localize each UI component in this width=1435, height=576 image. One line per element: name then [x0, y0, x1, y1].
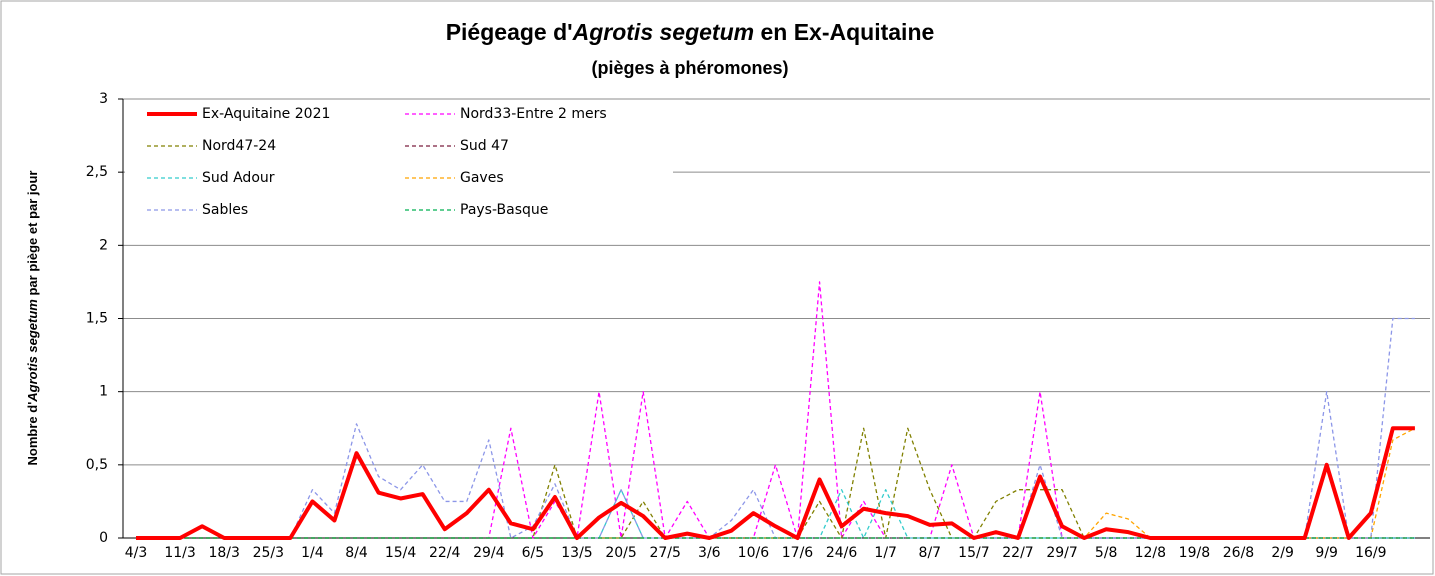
ylabel-part: Nombre d': [25, 402, 40, 466]
legend-label: Gaves: [460, 170, 504, 186]
x-tick-label: 1/7: [874, 545, 897, 561]
x-tick-label: 17/6: [782, 545, 814, 561]
x-tick-label: 26/8: [1223, 545, 1254, 561]
x-tick-label: 15/7: [958, 545, 989, 561]
ylabel-part: Agrotis segetum: [25, 299, 40, 403]
x-tick-label: 22/4: [429, 545, 461, 561]
x-tick-label: 11/3: [164, 545, 195, 561]
x-tick-label: 8/7: [919, 545, 942, 561]
x-tick-label: 25/3: [253, 545, 284, 561]
y-axis-label: Nombre d'Agrotis segetum par piège et pa…: [25, 171, 40, 466]
legend-label: Nord33-Entre 2 mers: [460, 106, 607, 122]
y-tick-label: 2: [99, 237, 108, 253]
legend-label: Pays-Basque: [460, 202, 548, 218]
y-tick-label: 0: [99, 530, 108, 546]
series-line: [136, 426, 1415, 540]
legend-box: [125, 101, 673, 224]
legend-label: Sud 47: [460, 138, 509, 154]
y-tick-label: 3: [99, 91, 108, 107]
title-part: Piégeage d': [446, 19, 573, 45]
x-tick-label: 13/5: [561, 545, 592, 561]
x-tick-label: 20/5: [605, 545, 636, 561]
x-tick-label: 22/7: [1002, 545, 1033, 561]
y-tick-label: 1: [99, 384, 108, 400]
x-tick-label: 6/5: [522, 545, 545, 561]
ylabel-part: par piège et par jour: [25, 171, 40, 300]
legend-label: Nord47-24: [202, 138, 276, 154]
x-tick-label: 8/4: [345, 545, 368, 561]
x-tick-label: 9/9: [1315, 545, 1338, 561]
x-tick-label: 15/4: [385, 545, 417, 561]
x-tick-label: 2/9: [1271, 545, 1294, 561]
chart-subtitle: (pièges à phéromones): [591, 58, 788, 78]
legend-label: Sud Adour: [202, 170, 275, 186]
y-tick-label: 0,5: [86, 457, 108, 473]
legend-label: Ex-Aquitaine 2021: [202, 106, 330, 122]
title-part: en Ex-Aquitaine: [754, 19, 934, 45]
y-tick-label: 1,5: [86, 311, 108, 327]
x-tick-label: 16/9: [1355, 545, 1386, 561]
chart-title: Piégeage d'Agrotis segetum en Ex-Aquitai…: [446, 19, 935, 45]
legend-label: Sables: [202, 202, 248, 218]
x-tick-label: 10/6: [738, 545, 770, 561]
x-tick-label: 24/6: [826, 545, 858, 561]
x-tick-label: 18/3: [208, 545, 239, 561]
x-tick-label: 3/6: [698, 545, 721, 561]
x-tick-label: 29/4: [473, 545, 505, 561]
x-tick-label: 1/4: [301, 545, 324, 561]
x-tick-label: 19/8: [1179, 545, 1210, 561]
x-tick-label: 29/7: [1046, 545, 1077, 561]
x-tick-label: 27/5: [649, 545, 680, 561]
x-tick-label: 5/8: [1095, 545, 1118, 561]
x-tick-label: 12/8: [1135, 545, 1166, 561]
x-tick-label: 4/3: [125, 545, 148, 561]
title-part: Agrotis segetum: [572, 19, 754, 45]
y-tick-label: 2,5: [86, 164, 108, 180]
